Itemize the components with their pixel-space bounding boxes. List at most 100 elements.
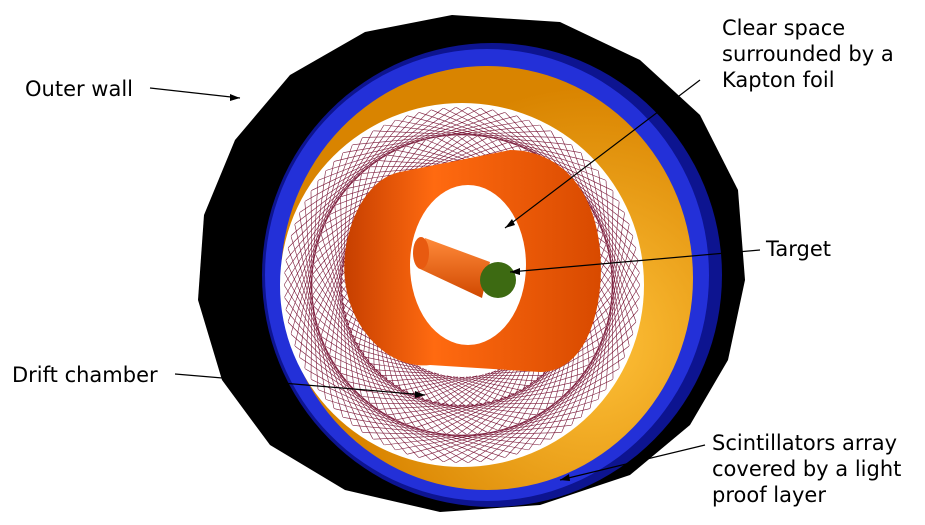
drift-wire (363, 356, 427, 371)
drift-wire (358, 349, 422, 368)
drift-wire (603, 247, 637, 336)
label-clear-space: Clear space surrounded by a Kapton foil (722, 16, 894, 92)
drift-wire (374, 369, 440, 375)
target-cap (480, 262, 516, 298)
drift-wire (516, 382, 577, 455)
drift-wire (299, 212, 314, 305)
drift-wire (456, 389, 522, 436)
drift-wire (405, 403, 482, 425)
drift-wire (315, 161, 335, 253)
drift-wire (509, 142, 599, 171)
drift-wire (416, 112, 506, 143)
drift-wire (294, 224, 316, 315)
leader-target (509, 249, 761, 273)
drift-wire (311, 284, 360, 348)
drift-wire (324, 345, 395, 385)
drift-wire (487, 374, 542, 433)
drift-wire (324, 223, 344, 301)
drift-wire (577, 189, 639, 261)
drift-wire (340, 372, 417, 397)
drift-wire (335, 124, 385, 205)
drift-wire (299, 357, 378, 409)
drift-wire (589, 161, 609, 253)
label-drift-chamber: Drift chamber (12, 363, 158, 387)
drift-wire (347, 381, 424, 400)
drift-wire (320, 336, 388, 380)
drift-wire (400, 376, 465, 391)
drift-wire (320, 233, 345, 310)
drift-wire (372, 434, 467, 440)
target (413, 237, 516, 298)
drift-wire (325, 399, 415, 428)
drift-wire (368, 363, 433, 373)
drift-wire (312, 295, 365, 355)
drift-wire (457, 364, 508, 408)
drift-wire (379, 107, 456, 161)
drift-wire (387, 107, 469, 155)
drift-wire (342, 417, 435, 433)
drift-wire (312, 274, 356, 341)
drift-wire (304, 201, 313, 295)
drift-wire (362, 432, 456, 436)
drift-wire (287, 247, 321, 336)
drift-wire (333, 408, 425, 431)
drift-wire (313, 170, 326, 263)
drift-wire (329, 214, 343, 293)
drift-wire (457, 130, 552, 136)
drift-wire (321, 144, 353, 233)
label-outer-wall: Outer wall (25, 77, 134, 101)
drift-wire (386, 376, 452, 382)
label-target: Target (766, 237, 831, 261)
drift-wire (418, 427, 508, 458)
drift-wire (571, 144, 603, 233)
drift-wire (354, 112, 420, 181)
drift-wire (599, 260, 639, 345)
drift-wire (446, 393, 514, 435)
drift-wire (334, 364, 409, 393)
drift-wire (435, 396, 507, 433)
drift-wire (406, 109, 494, 146)
drift-wire (341, 119, 396, 196)
drift-wire (498, 368, 548, 431)
drift-wire (406, 430, 498, 455)
drift-wire (468, 432, 562, 436)
drift-wire (561, 347, 599, 433)
drift-wire (528, 374, 583, 451)
leader-drift (174, 373, 426, 396)
leader-clear-space (504, 79, 701, 229)
drift-wire (361, 396, 441, 404)
drift-wire (598, 170, 611, 263)
drift-wire (478, 135, 572, 145)
drift-wire (468, 134, 562, 138)
drift-wire (425, 399, 499, 431)
drift-wire (492, 397, 562, 461)
drift-wire (468, 409, 545, 463)
drift-wire (317, 326, 382, 374)
drift-wire (395, 432, 487, 451)
drift-wire (334, 205, 343, 285)
drift-wire (397, 107, 481, 150)
drift-wire (508, 362, 554, 428)
drift-wire (317, 243, 347, 318)
drift-wire (287, 321, 354, 389)
leader-scint (559, 444, 706, 481)
drift-wire (424, 374, 484, 402)
drift-wire (347, 115, 408, 188)
drift-wire (583, 197, 640, 273)
drift-wire (370, 107, 444, 167)
leader-outer-wall (149, 87, 241, 99)
drift-wire (611, 201, 620, 295)
drift-wire (606, 235, 634, 326)
drift-wire (608, 224, 630, 315)
drift-wire (467, 384, 529, 436)
drift-wire (396, 404, 474, 421)
drift-wire (313, 305, 370, 362)
drift-wire (415, 401, 491, 428)
drift-wire (315, 253, 350, 326)
drift-wire (499, 139, 591, 162)
drift-wire (284, 284, 335, 364)
drift-wire (329, 130, 374, 214)
drift-wire (504, 389, 570, 458)
drift-wire (430, 424, 518, 461)
drift-wire (369, 402, 449, 405)
